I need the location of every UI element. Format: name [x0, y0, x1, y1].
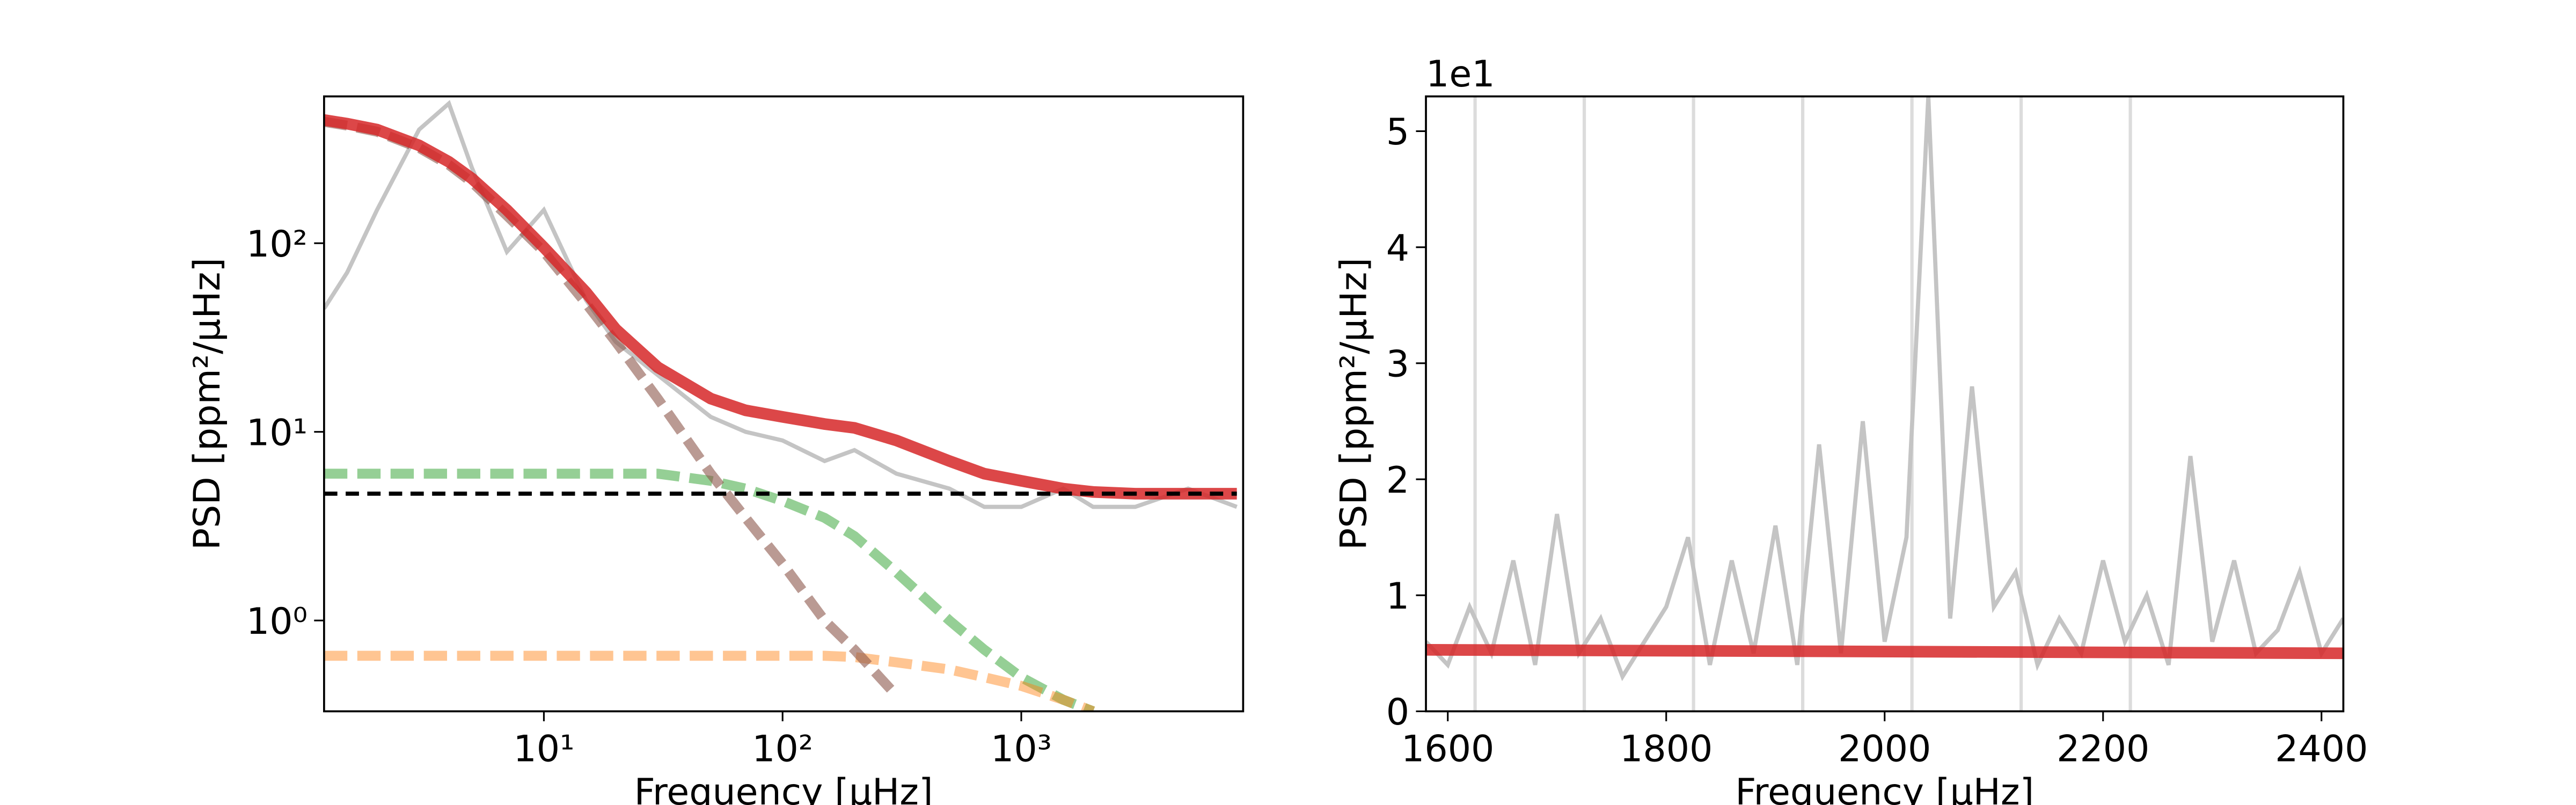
x-tick-label: 10² — [752, 728, 813, 770]
data-line — [324, 116, 901, 699]
y-tick-label: 4 — [1386, 227, 1409, 269]
x-axis-label: Frequency [μHz] — [1735, 771, 2034, 805]
data-line — [324, 469, 1095, 712]
y-tick-label: 0 — [1386, 691, 1409, 734]
y-tick-label: 10² — [246, 223, 308, 266]
x-tick-label: 2400 — [2275, 728, 2368, 770]
plot-area — [1426, 96, 2344, 712]
y-tick-label: 5 — [1386, 111, 1409, 153]
x-tick-label: 1800 — [1620, 728, 1713, 770]
x-tick-label: 2000 — [1838, 728, 1931, 770]
data-line — [1426, 644, 2344, 660]
x-tick-label: 10³ — [991, 728, 1052, 770]
y-tick-label: 3 — [1386, 343, 1409, 386]
y-axis-label: PSD [ppm²/μHz] — [1333, 258, 1375, 550]
x-axis-label: Frequency [μHz] — [634, 771, 933, 805]
axes-frame — [1425, 95, 2345, 713]
plot-area — [324, 100, 1238, 712]
data-line — [324, 114, 1237, 500]
y-tick-label: 1 — [1386, 575, 1409, 618]
y-tick-label: 2 — [1386, 459, 1409, 502]
x-tick-label: 2200 — [2057, 728, 2149, 770]
data-line — [324, 650, 1095, 712]
y-axis-label: PSD [ppm²/μHz] — [186, 258, 229, 550]
y-tick-label: 10¹ — [246, 412, 308, 454]
data-line — [1426, 96, 2344, 682]
offset-text: 1e1 — [1426, 53, 1495, 96]
x-tick-label: 1600 — [1401, 728, 1494, 770]
axes-frame — [323, 95, 1245, 713]
y-tick-label: 10⁰ — [246, 601, 308, 643]
x-tick-label: 10¹ — [513, 728, 574, 770]
